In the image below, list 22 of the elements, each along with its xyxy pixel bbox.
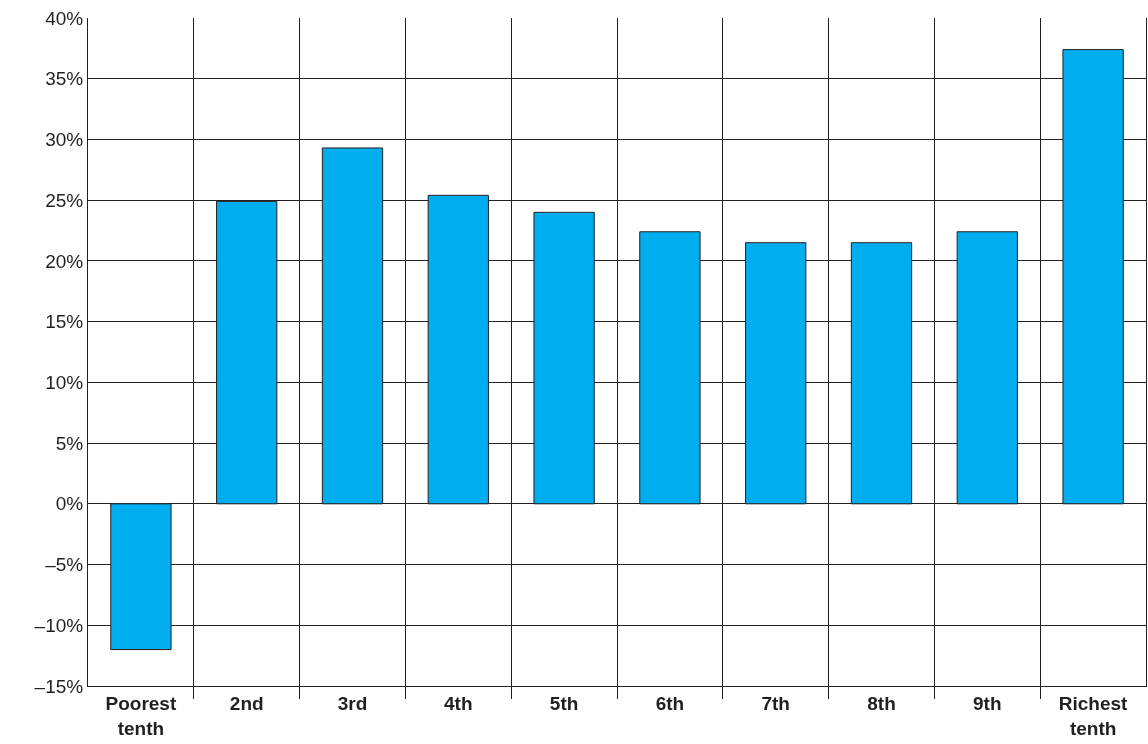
x-tick-label: 5th [549,692,579,714]
y-tick-label: 20% [45,250,84,272]
y-tick-label: 25% [45,189,84,211]
x-tick-label: 4th [444,692,473,714]
y-tick-label: 5% [55,432,84,454]
x-tick-label: Richest tenth [1058,692,1129,739]
y-tick-label: –15% [34,675,84,697]
x-tick-label: 6th [655,692,685,714]
x-tick-label: 2nd [229,692,264,714]
y-tick-label: 40% [45,7,84,29]
x-tick-label: 3rd [337,692,368,714]
y-tick-label: 0% [55,493,84,515]
x-tick-label: 7th [761,692,790,714]
y-tick-label: 10% [45,372,84,394]
y-tick-label: 35% [45,68,84,90]
y-tick-label: 15% [45,311,84,333]
x-tick-label: Poorest tenth [105,692,177,739]
x-tick-label: 9th [973,692,1002,714]
y-tick-label: –10% [34,614,84,636]
y-tick-label: 30% [45,129,84,151]
x-tick-label: 8th [867,692,896,714]
y-tick-label: –5% [45,554,84,576]
